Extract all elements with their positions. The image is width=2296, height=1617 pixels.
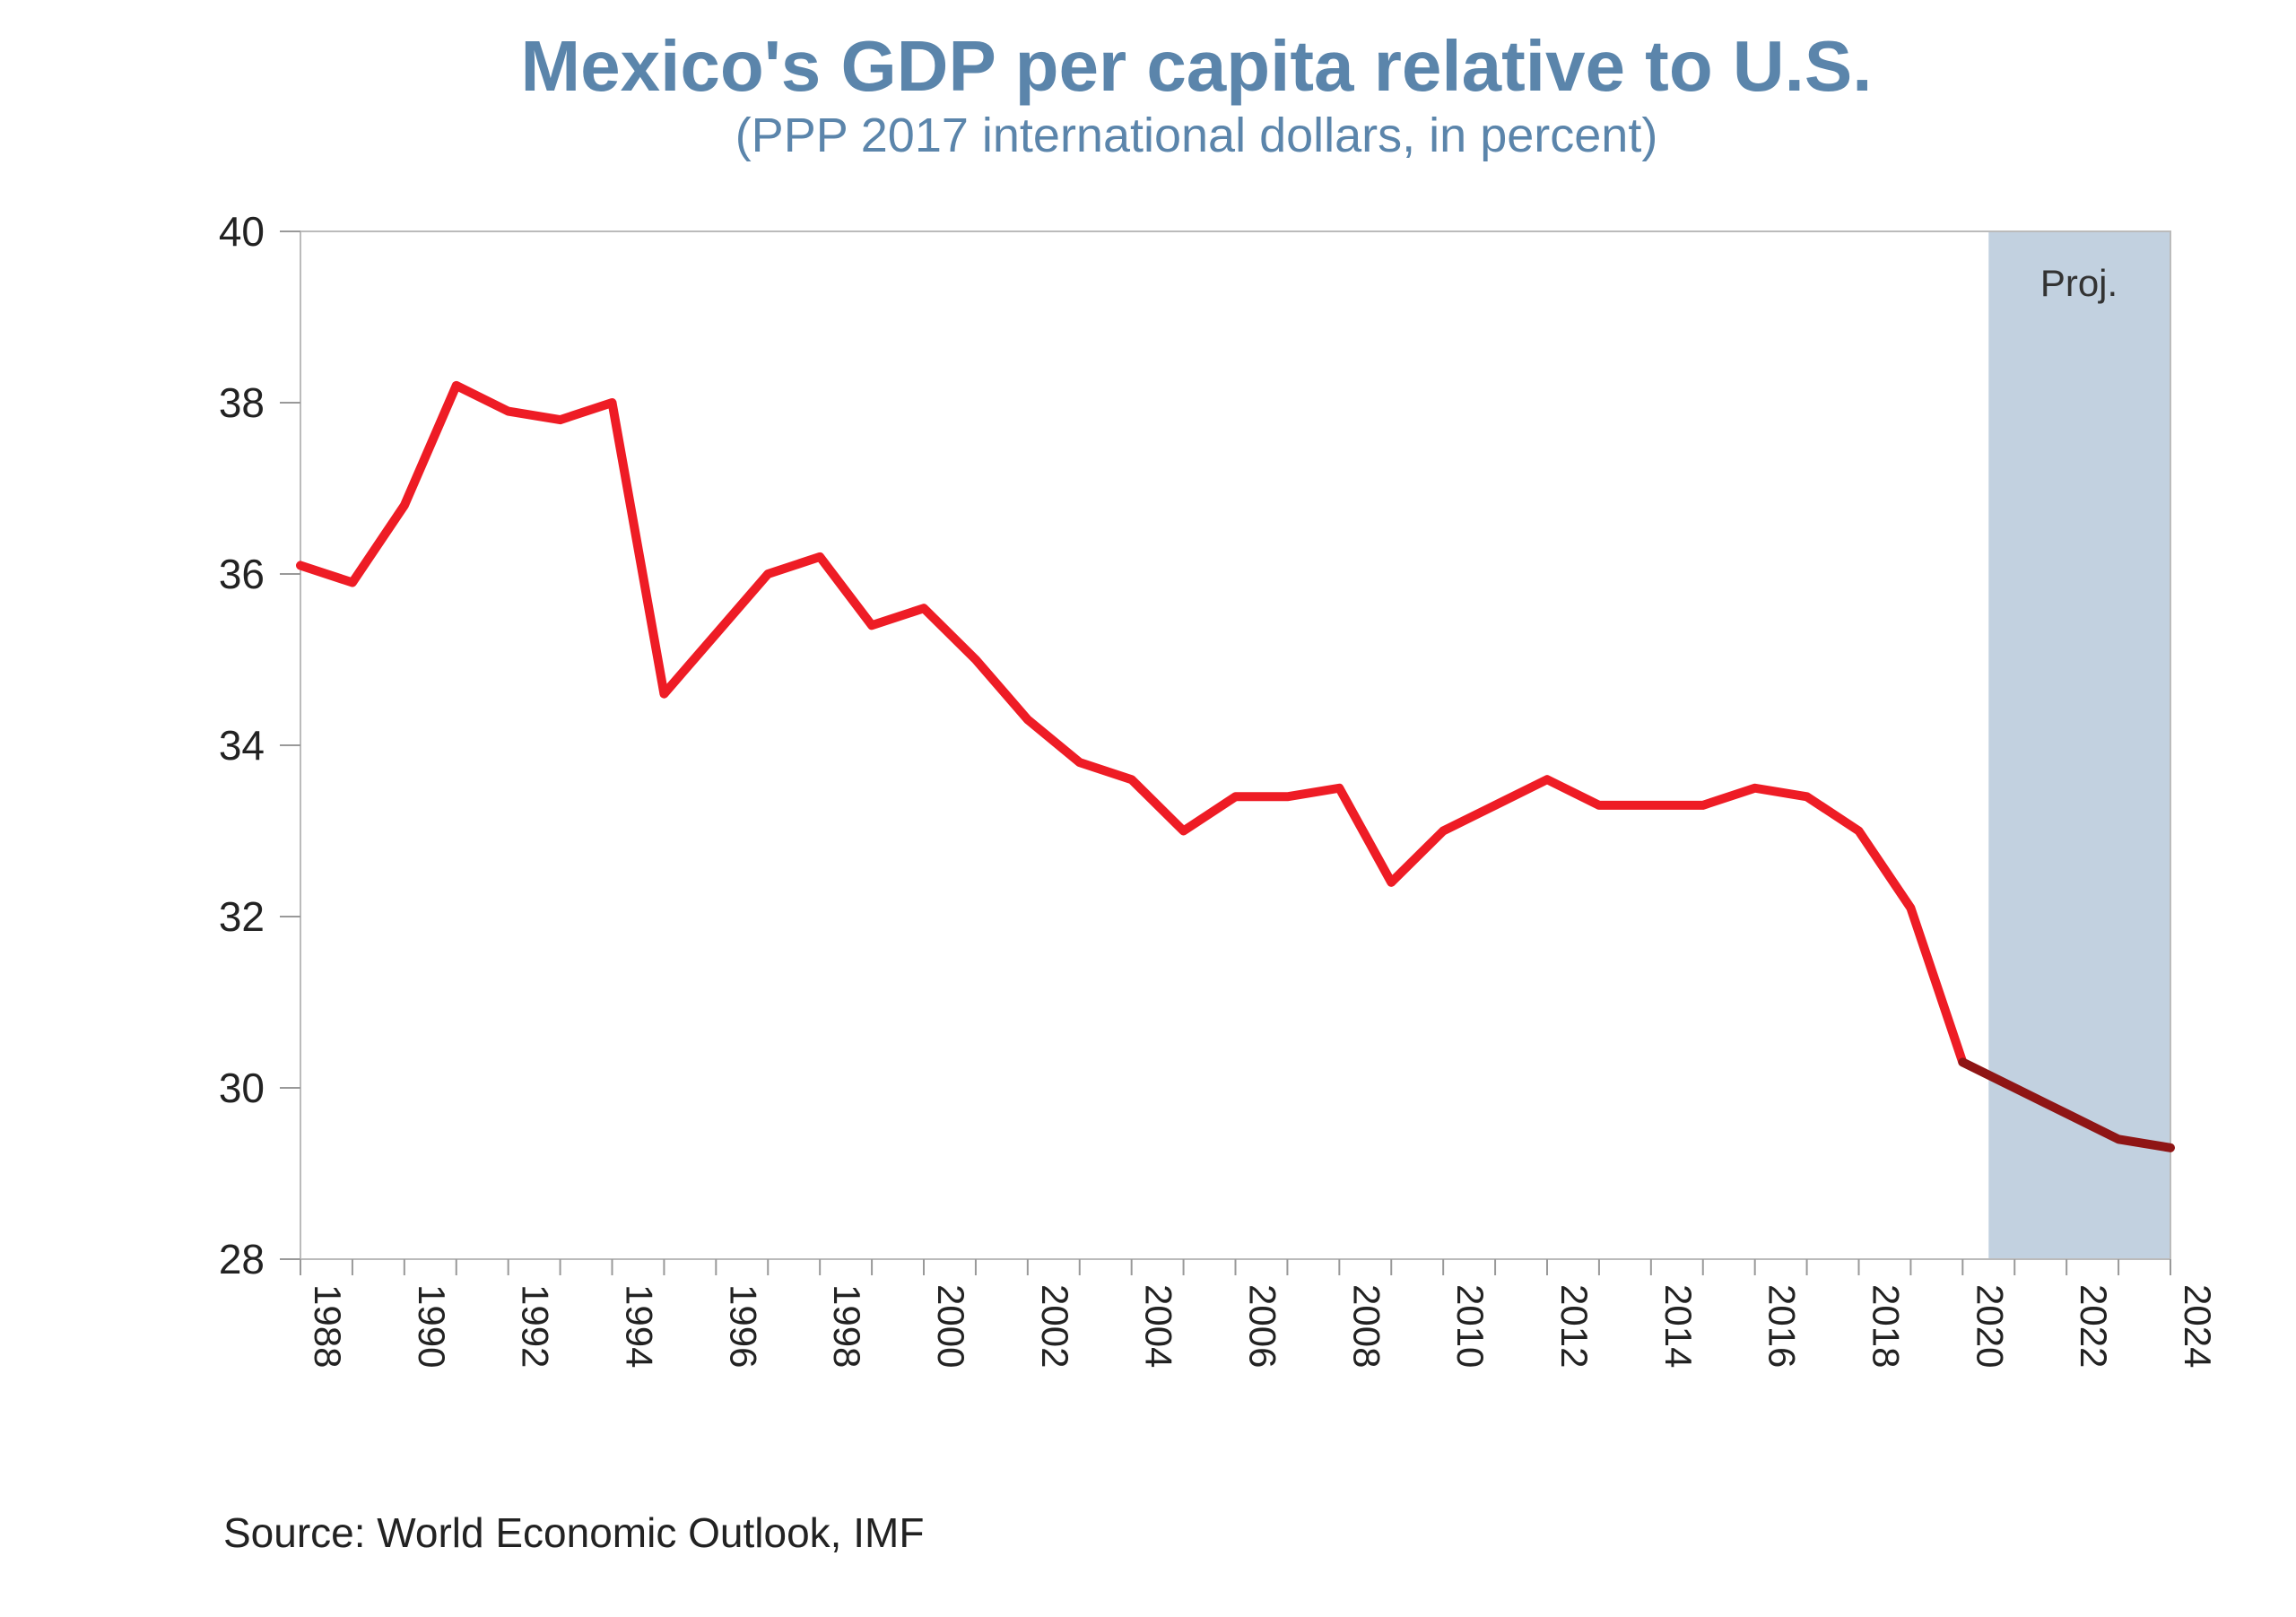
svg-text:2008: 2008 — [1345, 1284, 1387, 1368]
svg-text:1998: 1998 — [826, 1284, 868, 1368]
svg-text:40: 40 — [219, 208, 265, 255]
svg-text:2000: 2000 — [930, 1284, 972, 1368]
svg-text:34: 34 — [219, 722, 265, 769]
svg-text:30: 30 — [219, 1065, 265, 1111]
svg-text:32: 32 — [219, 893, 265, 940]
svg-text:2020: 2020 — [1969, 1284, 2011, 1368]
svg-text:2004: 2004 — [1138, 1284, 1180, 1368]
svg-text:1990: 1990 — [411, 1284, 453, 1368]
svg-text:2018: 2018 — [1866, 1284, 1908, 1368]
svg-text:2016: 2016 — [1761, 1284, 1804, 1368]
svg-text:2024: 2024 — [2177, 1284, 2219, 1368]
svg-text:28: 28 — [219, 1236, 265, 1282]
svg-text:38: 38 — [219, 379, 265, 426]
svg-text:2002: 2002 — [1034, 1284, 1076, 1368]
svg-text:2022: 2022 — [2073, 1284, 2115, 1368]
svg-text:1996: 1996 — [722, 1284, 764, 1368]
svg-text:36: 36 — [219, 551, 265, 597]
svg-text:2006: 2006 — [1242, 1284, 1284, 1368]
svg-text:1994: 1994 — [619, 1284, 661, 1368]
svg-text:1992: 1992 — [515, 1284, 557, 1368]
svg-text:Proj.: Proj. — [2040, 262, 2118, 304]
svg-text:2014: 2014 — [1657, 1284, 1700, 1368]
svg-text:2012: 2012 — [1553, 1284, 1596, 1368]
svg-text:2010: 2010 — [1449, 1284, 1492, 1368]
svg-text:1988: 1988 — [307, 1284, 349, 1368]
